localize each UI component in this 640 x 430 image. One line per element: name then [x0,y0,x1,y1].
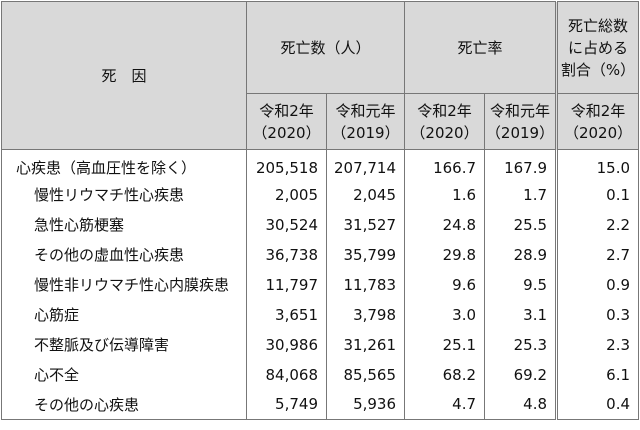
value-cell: 9.6 [404,269,486,300]
header-cell: 死亡率 [404,1,558,94]
value-cell: 3,651 [246,299,327,330]
value-cell: 36,738 [246,239,327,270]
header-row: 令和2年 （2020） 令和元年 （2019） 令和2年 （2020） 令和元年 （2019）… [2,93,640,150]
value-cell: 3,798 [325,299,406,330]
value-cell: 30,986 [246,329,327,360]
table-row: その他の虚血性心疾患 36,738 35,799 29.8 28.9 2.7 [1,239,640,270]
value-cell: 69.2 [484,359,558,390]
cause-cell: 心疾患（高血圧性を除く） [1,149,247,180]
subheader-line: （2019） [331,123,400,142]
value-cell: 11,783 [325,269,406,300]
value-cell: 1.6 [404,179,486,210]
table-row: 不整脈及び伝導障害 30,986 31,261 25.1 25.3 2.3 [1,329,640,360]
cause-cell: 急性心筋梗塞 [1,209,247,240]
value-cell: 0.3 [555,299,640,330]
value-cell: 25.5 [484,209,558,240]
value-cell: 3.0 [404,299,486,330]
value-cell: 0.9 [555,269,640,300]
value-cell: 25.3 [484,329,558,360]
table-row: 心不全 84,068 85,565 68.2 69.2 6.1 [1,359,640,390]
header-row: 死 因 死亡数（人） 死亡率 死亡総数に占める割合（%） [1,1,640,150]
header-line: に占める [568,38,629,57]
value-cell: 25.1 [404,329,486,360]
value-cell: 5,936 [325,389,406,420]
value-cell: 0.1 [555,179,640,210]
cause-cell: 不整脈及び伝導障害 [1,329,247,360]
subheader-line: （2020） [252,123,321,142]
cause-cell: 心筋症 [1,299,247,330]
value-cell: 30,524 [246,209,327,240]
value-cell: 35,799 [325,239,406,270]
table-row: その他の心疾患 5,749 5,936 4.7 4.8 0.4 [1,389,640,420]
table-row: 急性心筋梗塞 30,524 31,527 24.8 25.5 2.2 [1,209,640,240]
subheader-line: 令和2年 [417,101,472,120]
header-cell: 死亡総数に占める割合（%） [555,1,640,94]
subheader-line: （2019） [485,123,555,142]
header-cell: 死 因 [1,1,247,150]
value-cell: 6.1 [555,359,640,390]
header-cell: 死亡数（人） [245,1,406,94]
value-cell: 31,527 [325,209,406,240]
table-header: 死 因 死亡数（人） 死亡率 死亡総数 に占める 割合（%） 令和2年 （2020）令… [1,1,640,150]
table-row: 心疾患（高血圧性を除く） 205,518 207,714 166.7 167.9 15.0 [1,149,640,180]
value-cell: 5,749 [246,389,327,420]
table-row: 慢性非リウマチ性心内膜疾患 11,797 11,783 9.6 9.5 0.9 [1,269,640,300]
cause-cell: 心不全 [1,359,247,390]
value-cell: 2.7 [555,239,640,270]
table-body: 心疾患（高血圧性を除く） 205,518 207,714 166.7 167.9 15.0… [1,149,640,420]
value-cell: 11,797 [246,269,327,300]
subheader-cell: 令和元年 （2019） [484,93,558,150]
value-cell: 85,565 [325,359,406,390]
subheader-cell: 令和元年 （2019） [325,93,406,150]
cause-cell: 慢性リウマチ性心疾患 [1,179,247,210]
subheader-cell: 令和2年 （2020） [246,93,327,150]
value-cell: 2,045 [325,179,406,210]
subheader-line: 令和元年 [335,101,396,120]
value-cell: 167.9 [484,149,558,180]
value-cell: 1.7 [484,179,558,210]
value-cell: 28.9 [484,239,558,270]
header-line: 死亡総数 [568,16,629,35]
value-cell: 4.8 [484,389,558,420]
subheader-line: 令和2年 [570,101,626,120]
table-row: 心筋症 3,651 3,798 3.0 3.1 0.3 [1,299,640,330]
value-cell: 68.2 [404,359,486,390]
cause-cell: その他の虚血性心疾患 [1,239,247,270]
value-cell: 2.3 [555,329,640,360]
subheader-cell: 令和2年 （2020） [404,93,486,150]
value-cell: 4.7 [404,389,486,420]
value-cell: 207,714 [325,149,406,180]
subheader-cell: 令和2年 （2020） [555,93,640,150]
header-line: 割合（%） [560,60,636,79]
cause-cell: 慢性非リウマチ性心内膜疾患 [1,269,247,300]
value-cell: 3.1 [484,299,558,330]
mortality-table: 死 因 死亡数（人） 死亡率 死亡総数 に占める 割合（%） 令和2年 （2020）令… [1,1,640,420]
value-cell: 2.2 [555,209,640,240]
cause-cell: その他の心疾患 [1,389,247,420]
table-row: 慢性リウマチ性心疾患 2,005 2,045 1.6 1.7 0.1 [1,179,640,210]
value-cell: 2,005 [246,179,327,210]
subheader-line: （2020） [563,123,633,142]
value-cell: 9.5 [484,269,558,300]
value-cell: 0.4 [555,389,640,420]
value-cell: 31,261 [325,329,406,360]
value-cell: 205,518 [246,149,327,180]
subheader-line: 令和元年 [490,101,551,120]
value-cell: 29.8 [404,239,486,270]
value-cell: 15.0 [555,149,640,180]
value-cell: 84,068 [246,359,327,390]
subheader-line: 令和2年 [259,101,314,120]
value-cell: 24.8 [404,209,486,240]
subheader-line: （2020） [410,123,479,142]
value-cell: 166.7 [404,149,486,180]
